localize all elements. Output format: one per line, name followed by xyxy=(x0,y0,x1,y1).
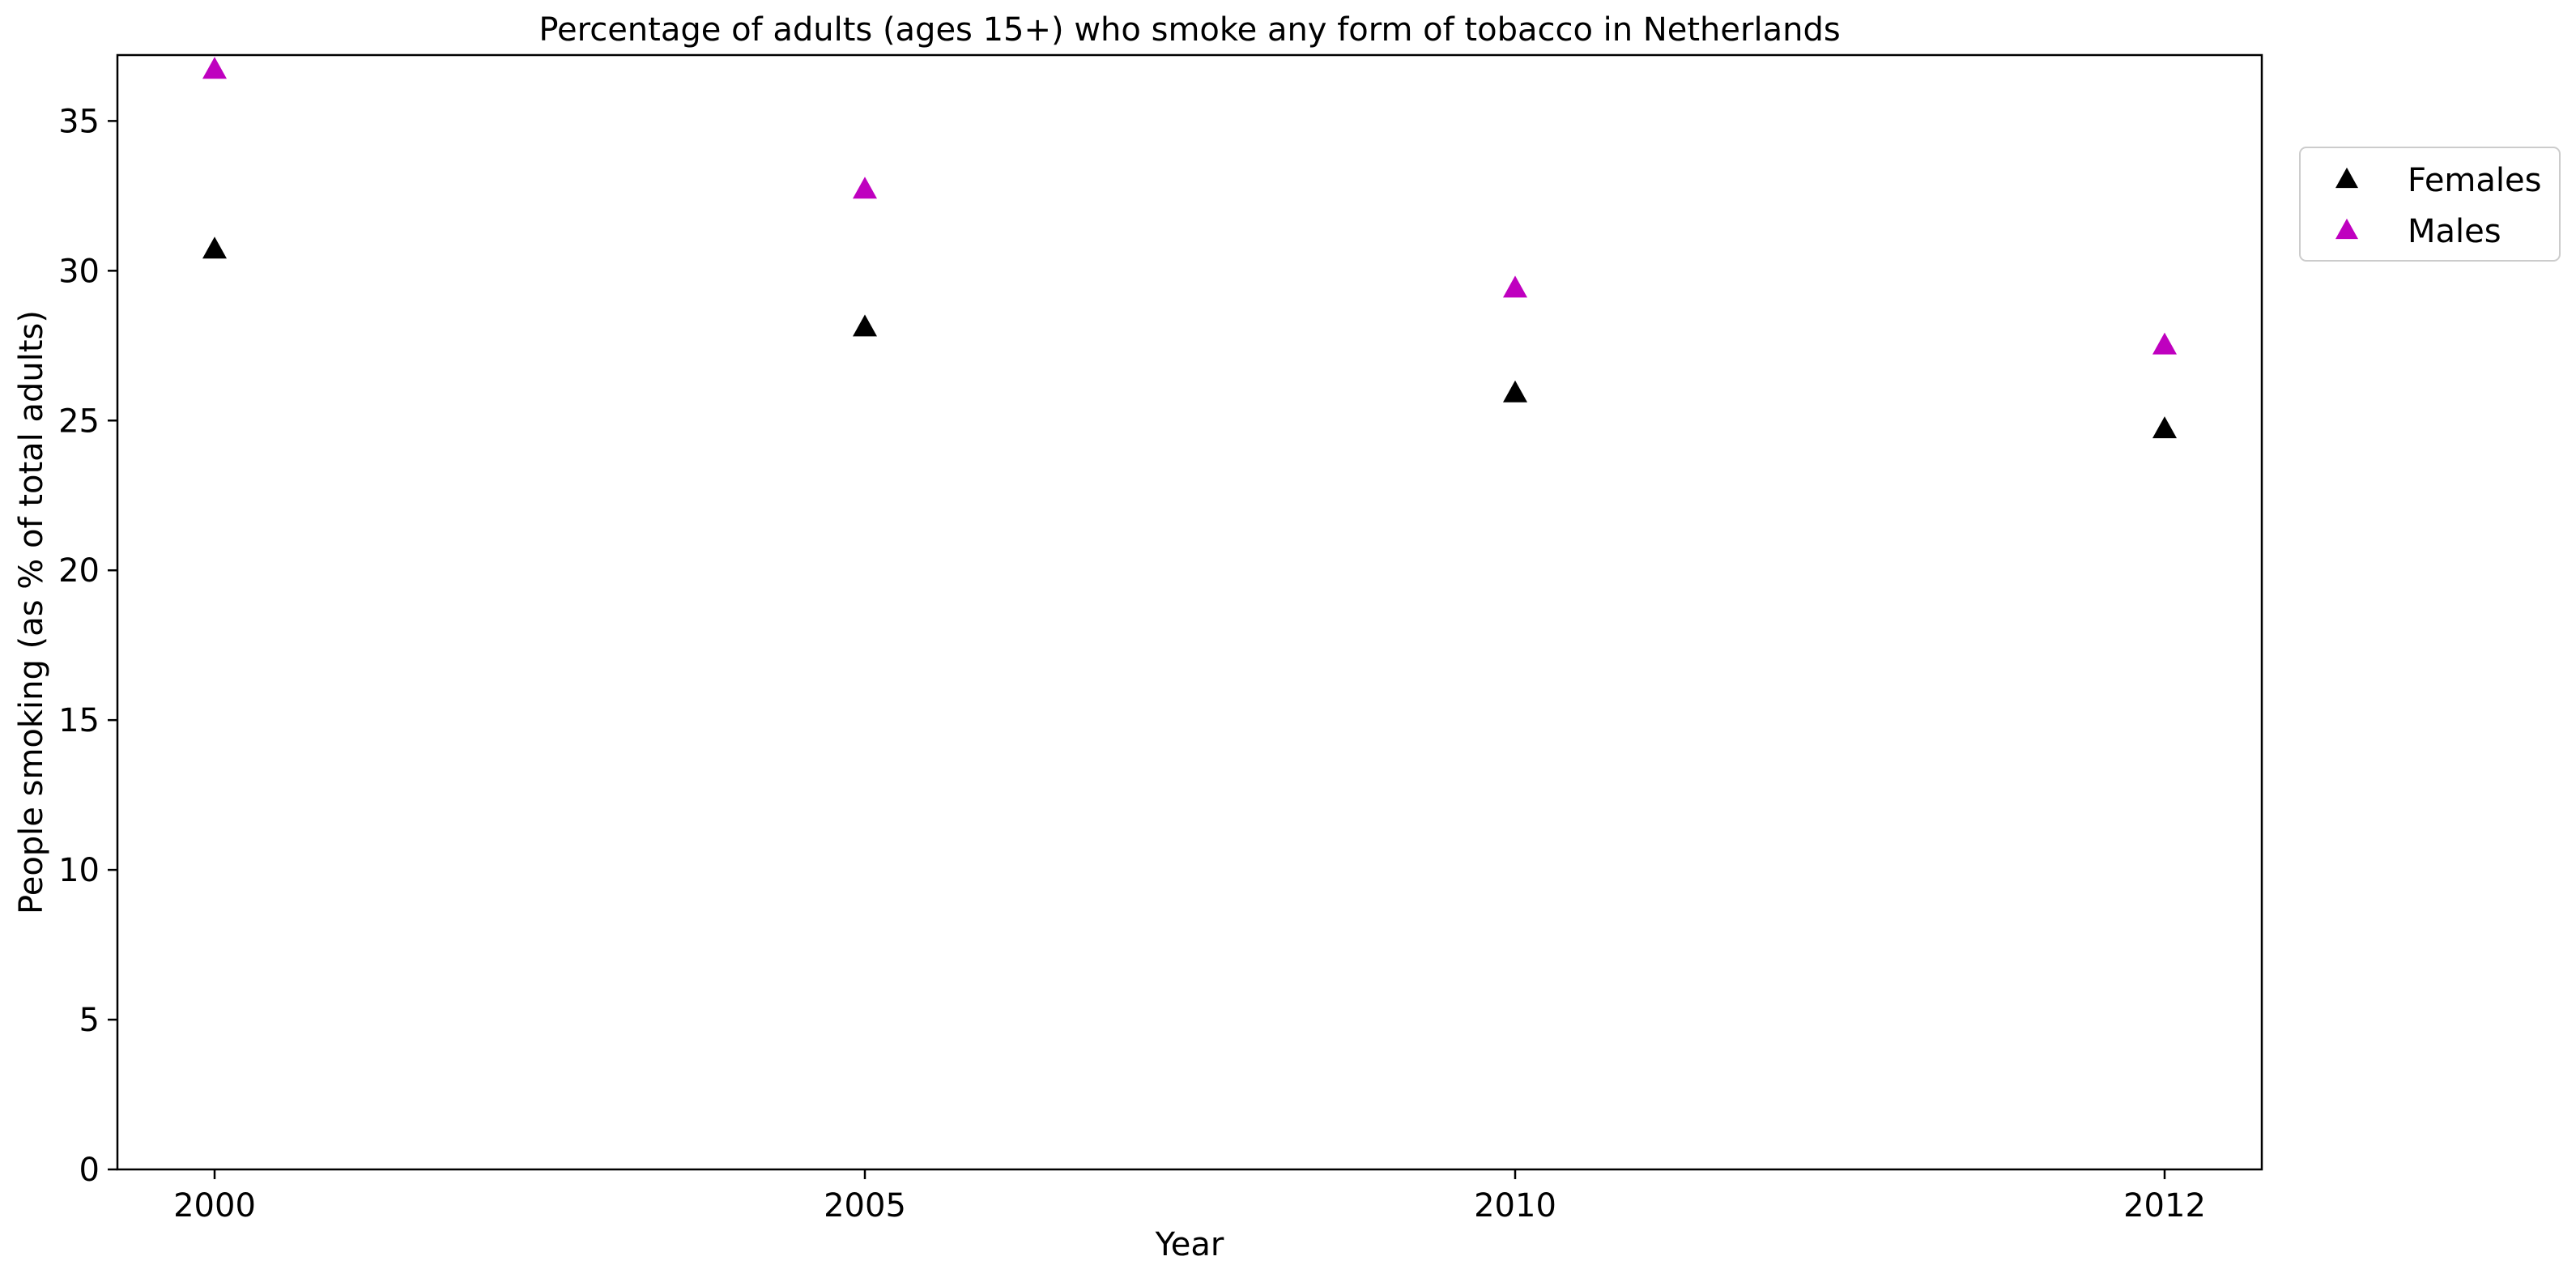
legend-label: Females xyxy=(2408,162,2541,199)
y-tick-label: 10 xyxy=(58,852,100,889)
data-point xyxy=(1503,380,1527,402)
data-point xyxy=(853,177,877,199)
y-tick-label: 35 xyxy=(58,103,100,140)
data-point xyxy=(853,314,877,337)
data-point xyxy=(1503,275,1527,298)
x-tick-label: 2010 xyxy=(1474,1187,1556,1225)
y-tick-label: 0 xyxy=(79,1152,100,1189)
x-tick-label: 2012 xyxy=(2123,1187,2206,1225)
series-males xyxy=(202,57,2177,355)
x-axis: 2000 2005 2010 2012 xyxy=(173,1169,2206,1225)
y-tick-label: 5 xyxy=(79,1002,100,1039)
legend-label: Males xyxy=(2408,213,2501,250)
data-point xyxy=(202,236,227,259)
chart-title: Percentage of adults (ages 15+) who smok… xyxy=(539,11,1840,49)
plot-frame xyxy=(116,53,2263,1171)
y-tick-label: 30 xyxy=(58,253,100,290)
legend-marker xyxy=(2335,218,2358,240)
y-axis-label: People smoking (as % of total adults) xyxy=(13,310,50,914)
data-point xyxy=(2152,416,2177,439)
y-tick-label: 20 xyxy=(58,552,100,590)
legend-marker xyxy=(2335,167,2358,189)
legend-box xyxy=(2299,147,2561,262)
series-females xyxy=(202,236,2177,439)
x-tick-label: 2005 xyxy=(824,1187,906,1225)
data-point xyxy=(202,57,227,79)
legend: Females Males xyxy=(2299,147,2561,262)
data-points xyxy=(202,57,2177,439)
y-axis: 0 5 10 15 20 25 30 35 xyxy=(58,103,117,1189)
x-tick-label: 2000 xyxy=(173,1187,256,1225)
y-tick-label: 25 xyxy=(58,402,100,440)
data-point xyxy=(2152,332,2177,355)
y-tick-label: 15 xyxy=(58,702,100,739)
x-axis-label: Year xyxy=(1155,1226,1224,1263)
